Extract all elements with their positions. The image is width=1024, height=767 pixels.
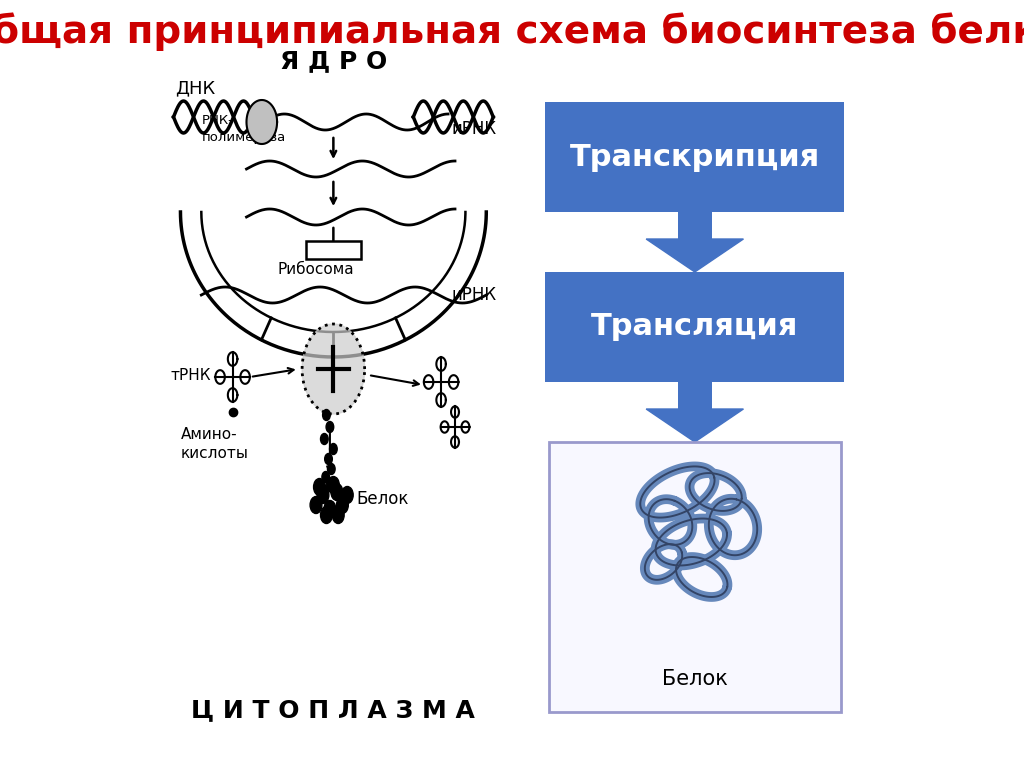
Polygon shape [646,239,743,272]
Text: Рибосома: Рибосома [278,262,354,277]
Circle shape [341,486,353,503]
Text: Амино-
кислоты: Амино- кислоты [180,427,249,461]
Circle shape [330,443,337,455]
FancyBboxPatch shape [546,102,844,212]
Text: Белок: Белок [662,669,728,689]
Text: Я Д Р О: Я Д Р О [280,49,387,73]
Circle shape [333,506,344,524]
Polygon shape [646,409,743,442]
Text: Ц И Т О П Л А З М А: Ц И Т О П Л А З М А [191,698,475,722]
Text: тРНК: тРНК [170,367,211,383]
Circle shape [321,433,328,445]
FancyBboxPatch shape [549,442,841,712]
Circle shape [326,422,334,433]
Bar [305,241,361,259]
Circle shape [328,476,339,493]
Circle shape [323,410,331,420]
Circle shape [317,486,329,503]
Bar [678,382,712,409]
Circle shape [328,463,335,475]
Text: иРНК: иРНК [452,120,497,138]
Polygon shape [302,324,365,414]
Circle shape [337,496,348,513]
Bar [678,212,712,239]
Circle shape [322,472,330,482]
Circle shape [310,496,322,513]
FancyBboxPatch shape [546,272,844,382]
Circle shape [326,479,334,491]
Circle shape [324,501,336,518]
Polygon shape [247,100,278,144]
Text: ДНК: ДНК [175,79,216,97]
Circle shape [331,483,343,501]
Circle shape [313,479,326,495]
Text: Транскрипция: Транскрипция [569,143,820,172]
Text: Общая принципиальная схема биосинтеза белка: Общая принципиальная схема биосинтеза бе… [0,12,1024,51]
Circle shape [321,506,333,524]
Text: иРНК: иРНК [452,286,497,304]
Text: Трансляция: Трансляция [591,312,799,341]
Text: РНК-
полимераза: РНК- полимераза [202,114,286,143]
Circle shape [325,453,333,465]
Text: Белок: Белок [356,490,409,508]
